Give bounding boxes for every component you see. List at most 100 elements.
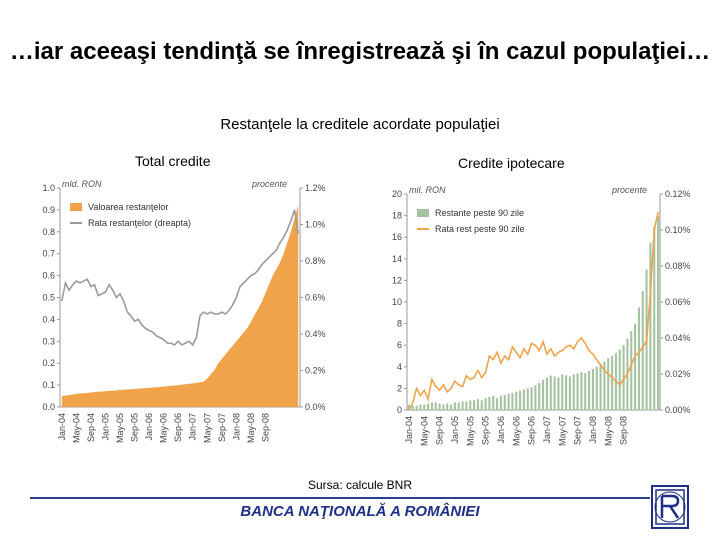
bar-restante — [530, 387, 533, 410]
y2-axis-unit: procente — [251, 179, 287, 189]
bar-restante — [576, 373, 579, 410]
bar-restante — [461, 401, 464, 410]
bar-restante — [427, 403, 430, 410]
bar-restante — [411, 405, 414, 410]
x-tick-label: Sep-08 — [260, 413, 270, 442]
chart-credite-ipotecare: 0 2 4 6 8 10 12 14 16 18 20 0.00% 0.02% 0.04% 0.06% 0.0… — [392, 185, 691, 446]
y2-tick-label: 1.0% — [305, 220, 326, 230]
bar-restante — [641, 291, 644, 410]
y-tick-label: 12 — [392, 275, 402, 285]
y2-tick-label: 0.2% — [305, 366, 326, 376]
legend-label: Restante peste 90 zile — [435, 208, 524, 218]
bar-restante — [522, 389, 525, 410]
bar-restante — [538, 383, 541, 410]
chart1-title: Total credite — [135, 153, 211, 169]
bar-restante — [649, 242, 652, 410]
bank-name: BANCA NAŢIONALĂ A ROMÂNIEI — [240, 503, 480, 520]
x-tick-label: Jan-04 — [57, 413, 67, 441]
x-tick-label: May-07 — [557, 416, 567, 446]
bar-restante — [637, 307, 640, 410]
y-tick-label: 8 — [397, 319, 402, 329]
y2-tick-label: 0.0% — [305, 402, 326, 412]
x-tick-label: May-05 — [465, 416, 475, 446]
x-tick-label: Sep-08 — [619, 416, 629, 445]
x-tick-label: Sep-05 — [130, 413, 140, 442]
x-tick-label: May-04 — [419, 416, 429, 446]
bar-restante — [407, 404, 410, 410]
y-tick-label: 0.1 — [42, 380, 55, 390]
x-tick-label: Sep-05 — [481, 416, 491, 445]
bar-restante — [557, 377, 560, 410]
legend-label: Rata rest peste 90 zile — [435, 224, 525, 234]
bar-restante — [561, 374, 564, 410]
bar-restante — [595, 366, 598, 410]
x-tick-label: Sep-06 — [527, 416, 537, 445]
y-axis-unit: mld. RON — [62, 179, 102, 189]
bar-restante — [599, 363, 602, 410]
bar-restante — [450, 404, 453, 410]
bar-restante — [465, 401, 468, 410]
area-valoarea-restantelor — [61, 205, 299, 407]
bnr-logo-icon — [651, 485, 689, 529]
bar-restante — [588, 371, 591, 410]
source-note: Sursa: calcule BNR — [307, 478, 413, 492]
y-tick-label: 10 — [392, 297, 402, 307]
y-tick-label: 0.0 — [42, 402, 55, 412]
y2-tick-label: 0.12% — [665, 189, 691, 199]
bar-restante — [446, 403, 449, 410]
bar-restante — [653, 226, 656, 410]
bar-restante — [442, 404, 445, 410]
y2-tick-label: 0.8% — [305, 256, 326, 266]
bar-restante — [469, 400, 472, 410]
bar-restante — [476, 399, 479, 410]
x-tick-label: Sep-07 — [573, 416, 583, 445]
legend-swatch-bar — [417, 209, 429, 217]
bar-restante — [419, 404, 422, 410]
bar-restante — [572, 374, 575, 410]
y-tick-label: 1.0 — [42, 183, 55, 193]
bar-restante — [415, 405, 418, 410]
y-axis-unit: mil. RON — [409, 185, 446, 195]
y-tick-label: 18 — [392, 211, 402, 221]
y2-tick-label: 0.4% — [305, 329, 326, 339]
x-tick-label: May-04 — [71, 413, 81, 443]
bar-restante — [618, 349, 621, 410]
bar-restante — [492, 395, 495, 410]
x-tick-label: May-06 — [511, 416, 521, 446]
page-title: …iar aceeaşi tendinţă se înregistrează ş… — [9, 38, 711, 65]
bar-restante — [507, 393, 510, 410]
y2-tick-label: 0.00% — [665, 405, 691, 415]
bar-restante — [430, 402, 433, 410]
bar-restante — [549, 375, 552, 410]
x-tick-label: Jan-05 — [100, 413, 110, 441]
chart2-title: Credite ipotecare — [458, 155, 565, 171]
y2-tick-label: 0.06% — [665, 297, 691, 307]
bar-restante — [499, 395, 502, 410]
x-tick-label: Jan-04 — [404, 416, 414, 444]
bar-restante — [622, 345, 625, 410]
bar-restante — [519, 390, 522, 410]
x-tick-label: Sep-06 — [173, 413, 183, 442]
y-tick-label: 0.8 — [42, 227, 55, 237]
bar-restante — [480, 400, 483, 410]
x-tick-label: Jan-07 — [542, 416, 552, 444]
y-tick-label: 0.5 — [42, 293, 55, 303]
y-tick-label: 0.2 — [42, 358, 55, 368]
y-tick-label: 6 — [397, 340, 402, 350]
y-tick-label: 4 — [397, 362, 402, 372]
bar-restante — [565, 375, 568, 410]
line-rata — [61, 209, 299, 347]
y2-tick-label: 0.6% — [305, 293, 326, 303]
x-tick-label: May-05 — [115, 413, 125, 443]
x-tick-label: May-08 — [246, 413, 256, 443]
legend-swatch-area — [70, 203, 82, 211]
bar-restante — [580, 372, 583, 410]
y-tick-label: 0.6 — [42, 271, 55, 281]
bar-restante — [542, 379, 545, 410]
bar-restante — [545, 377, 548, 410]
y2-tick-label: 0.08% — [665, 261, 691, 271]
bar-restante — [457, 402, 460, 410]
bar-restante — [591, 368, 594, 410]
bar-restante — [438, 403, 441, 410]
y2-axis-unit: procente — [611, 185, 647, 195]
